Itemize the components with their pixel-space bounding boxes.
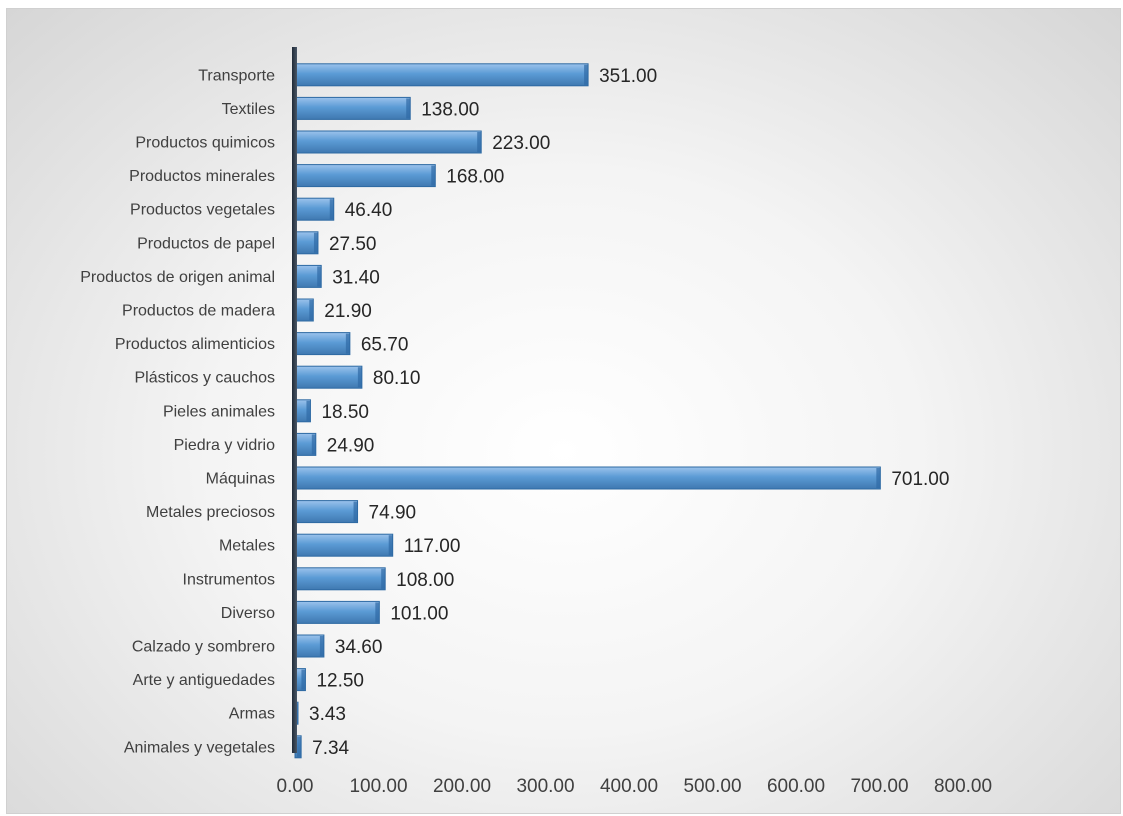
bar-end-cap-6	[317, 266, 322, 287]
bar-chart: Transporte Textiles Productos quimicos Prod…	[80, 47, 992, 797]
y-axis-line	[292, 47, 297, 753]
bar-0	[294, 63, 589, 87]
category-label: Instrumentos	[183, 571, 275, 588]
category-label: Productos minerales	[129, 168, 275, 185]
bar-end-cap-16	[375, 602, 380, 623]
bar-end-cap-10	[306, 400, 311, 421]
category-label: Productos quimicos	[135, 135, 275, 152]
value-label: 223.00	[492, 133, 550, 154]
bar-end-cap-12	[876, 468, 881, 488]
value-label: 24.90	[327, 435, 375, 456]
category-label: Productos de origen animal	[80, 269, 275, 286]
value-label: 168.00	[446, 167, 504, 188]
value-label: 18.50	[321, 402, 369, 423]
bar-1	[294, 96, 411, 120]
category-label: Animales y vegetales	[124, 739, 275, 756]
bar-end-cap-9	[357, 367, 362, 388]
value-label: 65.70	[361, 335, 409, 356]
category-label: Productos vegetales	[130, 202, 275, 219]
value-label: 117.00	[404, 536, 461, 557]
x-tick-label: 400.00	[600, 776, 658, 797]
value-label: 74.90	[369, 503, 417, 524]
value-label: 701.00	[891, 469, 949, 490]
bar-15	[294, 567, 386, 591]
chart-area: Transporte Textiles Productos quimicos Prod…	[6, 8, 1121, 814]
value-label: 46.40	[345, 200, 393, 221]
bar-end-cap-18	[301, 669, 306, 690]
bar-end-cap-8	[345, 333, 350, 354]
bar-9	[294, 365, 363, 389]
x-tick-label: 600.00	[767, 776, 825, 797]
bar-end-cap-17	[319, 636, 324, 656]
value-label: 31.40	[332, 267, 380, 288]
category-label: Textiles	[222, 101, 275, 118]
category-label: Máquinas	[206, 471, 275, 488]
category-label: Diverso	[221, 605, 275, 622]
category-label: Productos de papel	[137, 235, 275, 252]
value-label: 12.50	[316, 671, 364, 692]
bar-end-cap-20	[297, 736, 302, 757]
bar-end-cap-14	[388, 535, 393, 556]
bar-8	[294, 332, 351, 356]
x-tick-label: 100.00	[349, 776, 407, 797]
x-tick-label: 300.00	[516, 776, 574, 797]
bar-end-cap-1	[406, 98, 411, 119]
category-label: Plásticos y cauchos	[134, 370, 275, 387]
bar-end-cap-15	[381, 568, 386, 589]
value-label: 80.10	[373, 368, 421, 389]
bar-end-cap-2	[477, 132, 482, 152]
bar-end-cap-11	[311, 434, 316, 455]
value-label: 138.00	[421, 99, 479, 120]
x-tick-label: 700.00	[850, 776, 908, 797]
bar-3	[294, 164, 436, 188]
bar-4	[294, 197, 335, 221]
category-label: Arte y antiguedades	[133, 672, 275, 689]
x-tick-label: 500.00	[683, 776, 741, 797]
value-label: 7.34	[312, 738, 349, 759]
category-label: Calzado y sombrero	[132, 639, 275, 656]
bar-12	[294, 466, 881, 490]
x-tick-label: 0.00	[277, 776, 314, 797]
bar-end-cap-3	[431, 165, 436, 186]
value-label: 21.90	[324, 301, 372, 322]
value-label: 3.43	[309, 704, 346, 725]
bar-end-cap-13	[353, 501, 358, 522]
bar-16	[294, 600, 380, 624]
value-label: 101.00	[390, 603, 448, 624]
bar-2	[294, 130, 482, 154]
bar-13	[294, 500, 359, 524]
value-label: 351.00	[599, 66, 657, 87]
bar-end-cap-4	[329, 199, 334, 220]
x-tick-label: 200.00	[433, 776, 491, 797]
category-label: Productos alimenticios	[115, 336, 275, 353]
category-label: Pieles animales	[163, 403, 275, 420]
category-label: Piedra y vidrio	[174, 437, 275, 454]
bar-14	[294, 533, 394, 557]
category-label: Transporte	[198, 67, 275, 84]
bar-end-cap-5	[313, 232, 318, 253]
category-label: Metales	[219, 538, 275, 555]
bar-end-cap-0	[584, 64, 589, 85]
x-tick-label: 800.00	[934, 776, 992, 797]
value-label: 108.00	[396, 570, 454, 591]
value-label: 34.60	[335, 637, 383, 658]
bar-end-cap-7	[309, 300, 314, 320]
bar-17	[294, 634, 325, 658]
category-label: Productos de madera	[122, 303, 275, 320]
category-label: Armas	[229, 706, 275, 723]
category-label: Metales preciosos	[146, 504, 275, 521]
value-label: 27.50	[329, 234, 377, 255]
